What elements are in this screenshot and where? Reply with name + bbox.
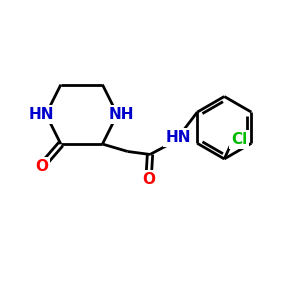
Text: O: O bbox=[142, 172, 155, 187]
Text: HN: HN bbox=[29, 107, 54, 122]
Text: O: O bbox=[35, 159, 48, 174]
Text: HN: HN bbox=[166, 130, 191, 145]
Text: NH: NH bbox=[109, 107, 134, 122]
Text: Cl: Cl bbox=[231, 132, 247, 147]
